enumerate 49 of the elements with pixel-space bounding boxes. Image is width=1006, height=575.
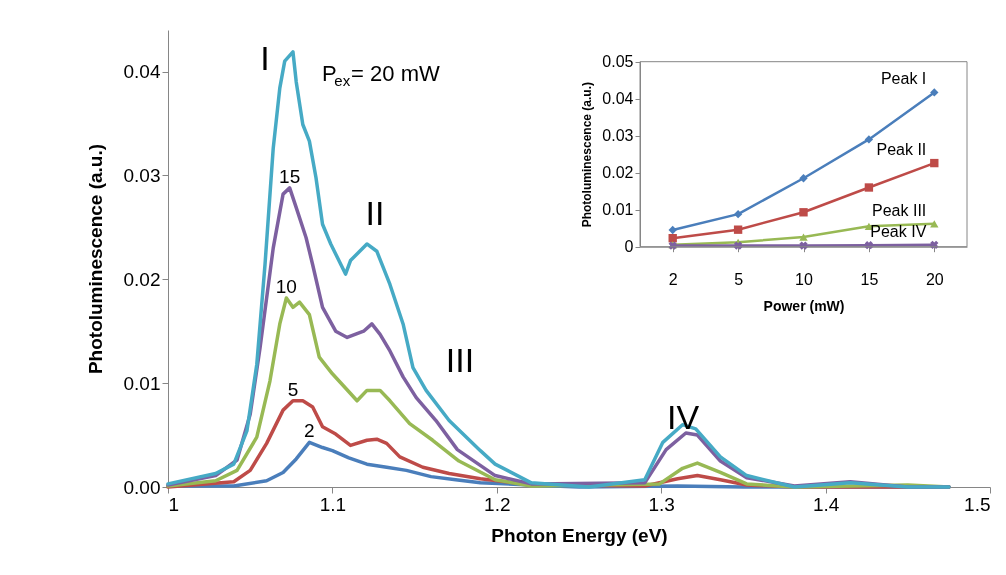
x-tick-label: 10 — [795, 271, 813, 289]
point — [733, 225, 743, 234]
y-tick-label: 0.05 — [602, 53, 634, 71]
series-label: Peak III — [872, 201, 927, 219]
x-tick-label: 15 — [860, 271, 879, 289]
point — [733, 209, 743, 219]
point — [799, 208, 808, 217]
x-tick-label: 1.3 — [648, 493, 675, 515]
annotation: II — [365, 194, 385, 232]
series-label: 5 — [287, 378, 299, 400]
point — [799, 174, 808, 183]
annotation: I — [260, 39, 270, 77]
series-label: Peak II — [876, 141, 927, 159]
x-axis-title: Power (mW) — [763, 298, 845, 315]
y-tick-label: 0 — [624, 238, 634, 256]
point — [864, 183, 874, 192]
y-tick-label: 0.02 — [123, 268, 161, 290]
y-tick-label: 0.00 — [123, 476, 161, 498]
series-label: 15 — [279, 165, 301, 187]
x-tick-label: 1 — [168, 493, 180, 515]
point — [799, 233, 808, 241]
x-tick-label: 1.2 — [484, 493, 511, 515]
y-tick-label: 0.01 — [602, 201, 634, 219]
x-tick-label: 2 — [668, 271, 678, 289]
point — [930, 220, 939, 228]
y-tick-label: 0.01 — [123, 372, 161, 394]
point — [930, 88, 939, 97]
x-axis-title: Photon Energy (eV) — [491, 524, 668, 546]
point — [864, 135, 874, 144]
y-tick-label: 0.02 — [602, 164, 634, 182]
x-tick-label: 1.1 — [319, 493, 347, 515]
y-tick-label: 0.03 — [602, 127, 634, 145]
series-label: 2 — [304, 420, 315, 442]
y-tick-label: 0.04 — [123, 61, 161, 83]
y-tick-label: 0.04 — [602, 90, 634, 108]
y-axis-title: Photoluminescence (a.u.) — [84, 143, 106, 375]
series-label: Peak I — [880, 70, 927, 88]
x-tick-label: 1.5 — [964, 493, 991, 515]
point — [930, 158, 939, 168]
x-tick-label: 20 — [925, 271, 944, 289]
x-tick-label: 5 — [734, 271, 744, 289]
x-tick-label: 1.4 — [812, 493, 840, 515]
y-tick-label: 0.03 — [123, 164, 161, 186]
point — [668, 234, 677, 243]
series-label: Peak IV — [870, 222, 927, 240]
point — [668, 225, 677, 235]
annotation: III — [445, 341, 475, 379]
y-axis-title: Photoluminescence (a.u.) — [580, 82, 595, 228]
annotation: IV — [666, 398, 700, 436]
